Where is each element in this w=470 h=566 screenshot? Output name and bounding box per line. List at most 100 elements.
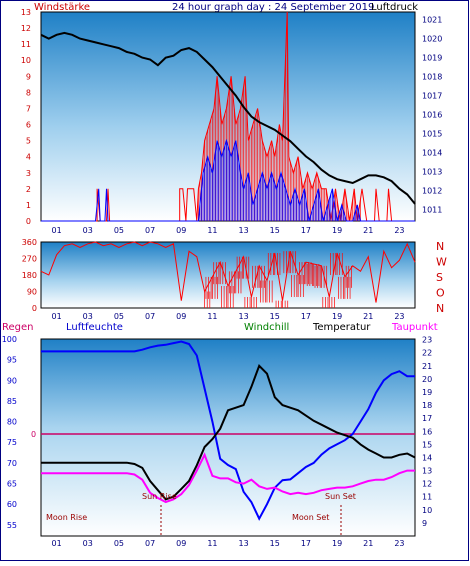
x-tick-label: 19 [332,312,342,321]
temperature-y-tick-label: 19 [422,388,432,397]
humidity-line [41,340,415,521]
wind-y-tick-label: 9 [26,72,31,81]
pressure-y-tick-label: 1016 [422,111,442,120]
x-tick-label: 17 [301,312,311,321]
humidity-y-tick-label: 65 [7,480,17,489]
temperature-humidity-plot [40,338,416,537]
humidity-y-tick-label: 55 [7,521,17,530]
x-tick-label: 15 [270,226,280,235]
temperature-y-tick-label: 15 [422,440,432,449]
direction-y-tick-label: 90 [27,288,37,297]
x-tick-label: 05 [114,312,124,321]
temperature-humidity-series [41,340,416,521]
x-tick-label: 17 [301,226,311,235]
x-tick-label: 13 [238,226,248,235]
x-tick-label: 07 [145,539,155,548]
wind-y-tick-label: 7 [26,104,31,113]
x-tick-label: 07 [145,312,155,321]
temperature-y-tick-label: 21 [422,362,432,371]
wind-direction-plot [40,241,416,309]
sunset-label: Sun Set [325,492,356,501]
wind-y-tick-label: 12 [21,24,31,33]
pressure-y-tick-label: 1011 [422,206,442,215]
legend-windchill: Windchill [244,322,289,333]
x-tick-label: 01 [51,226,61,235]
chart-title: 24 hour graph day : 24 September 2019 [172,2,374,13]
x-tick-label: 21 [363,539,373,548]
x-tick-label: 15 [270,312,280,321]
x-tick-label: 21 [363,226,373,235]
x-tick-label: 07 [145,226,155,235]
humidity-y-tick-label: 85 [7,397,17,406]
pressure-line [40,31,416,205]
moonset-label: Moon Set [292,513,329,522]
legend-luftfeuchte: Luftfeuchte [66,322,123,333]
temperature-y-tick-label: 17 [422,414,432,423]
wind-direction-series [40,241,416,308]
wind-y-tick-label: 13 [21,8,31,17]
wind-y-tick-label: 4 [26,153,31,162]
temperature-y-tick-label: 22 [422,349,432,358]
pressure-y-tick-label: 1014 [422,149,442,158]
wind-axis-title: Windstärke [34,2,90,13]
sunrise-label: Sun Rise [142,492,177,501]
x-tick-label: 23 [394,539,404,548]
pressure-y-tick-label: 1017 [422,92,442,101]
direction-y-tick-label: 0 [32,304,37,313]
moonrise-label: Moon Rise [46,513,87,522]
x-tick-label: 05 [114,539,124,548]
pressure-y-tick-label: 1012 [422,187,442,196]
x-tick-label: 03 [83,312,93,321]
humidity-y-tick-label: 95 [7,356,17,365]
x-tick-label: 11 [207,539,217,548]
wind-y-tick-label: 11 [21,40,31,49]
direction-compass-label: N [436,302,444,315]
wind-y-tick-label: 8 [26,88,31,97]
temperature-y-tick-label: 16 [422,427,432,436]
temperature-y-tick-label: 11 [422,493,432,502]
humidity-y-tick-label: 100 [2,335,17,344]
wind-series [41,11,415,222]
direction-compass-label: S [436,271,443,284]
direction-y-tick-label: 180 [22,271,37,280]
wind-y-tick-label: 5 [26,137,31,146]
humidity-y-tick-label: 90 [7,376,17,385]
temperature-y-tick-label: 18 [422,401,432,410]
pressure-y-tick-label: 1021 [422,16,442,25]
x-tick-label: 03 [83,539,93,548]
legend-regen: Regen [2,322,34,333]
x-tick-label: 01 [51,539,61,548]
wind-y-tick-label: 10 [21,56,31,65]
x-tick-label: 13 [238,312,248,321]
pressure-axis-title: Luftdruck [371,2,418,13]
x-tick-label: 17 [301,539,311,548]
wind-y-tick-label: 6 [26,121,31,130]
direction-compass-label: N [436,240,444,253]
humidity-y-tick-label: 75 [7,438,17,447]
temperature-y-tick-label: 9 [422,519,427,528]
temperature-y-tick-label: 12 [422,480,432,489]
x-tick-label: 09 [176,312,186,321]
pressure-y-tick-label: 1019 [422,54,442,63]
humidity-y-tick-label: 70 [7,459,17,468]
x-tick-label: 01 [51,312,61,321]
humidity-y-tick-label: 60 [7,500,17,509]
wind-direction-line [40,241,416,303]
temperature-y-tick-label: 14 [422,453,432,462]
regen-zero-label: 0 [31,430,36,439]
temperature-y-tick-label: 20 [422,375,432,384]
wind-y-tick-label: 0 [26,217,31,226]
x-tick-label: 05 [114,226,124,235]
x-tick-label: 15 [270,539,280,548]
x-tick-label: 23 [394,226,404,235]
temperature-y-tick-label: 13 [422,467,432,476]
legend-taupunkt: Taupunkt [391,322,438,333]
humidity-y-tick-label: 80 [7,418,17,427]
wind-speed-line [41,138,415,222]
direction-y-tick-label: 360 [22,238,37,247]
x-tick-label: 21 [363,312,373,321]
x-tick-label: 19 [332,539,342,548]
direction-compass-label: W [436,256,447,269]
